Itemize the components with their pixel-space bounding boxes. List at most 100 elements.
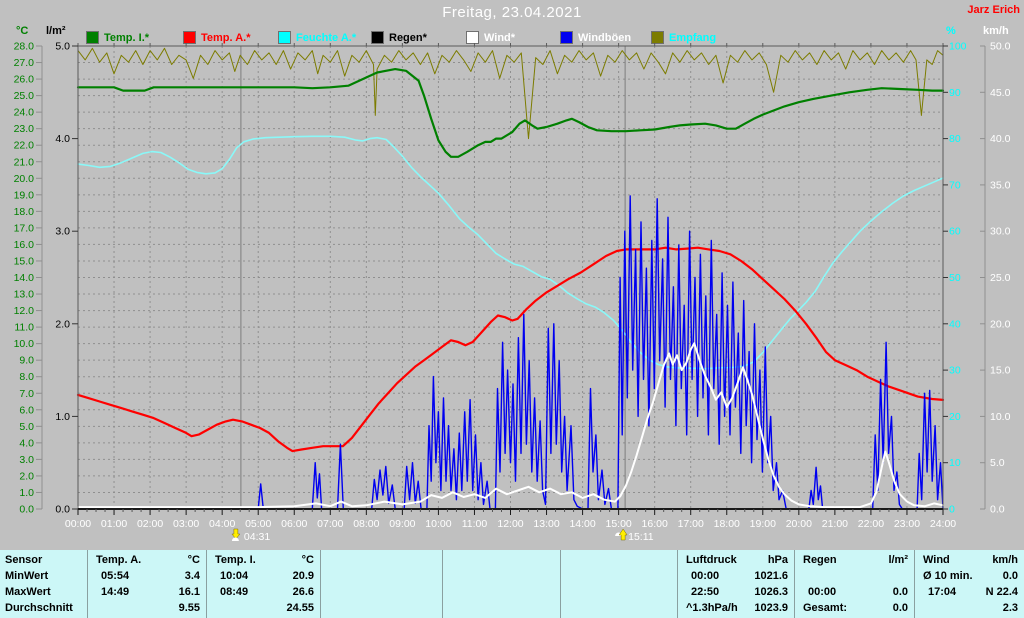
table-cell-empty-2-1-label — [443, 585, 451, 601]
table-row — [321, 569, 442, 585]
axis-tick-label: 12.0 — [14, 305, 35, 317]
table-rowlabel-0: Sensor — [5, 554, 43, 566]
table-row: 14:49 16.1 — [88, 585, 206, 601]
table-header-row: Regen l/m² — [795, 553, 914, 569]
axis-tick-label: 15.0 — [14, 255, 35, 267]
axis-tick-label: 20.0 — [990, 318, 1011, 330]
axis-tick-label: 100 — [949, 41, 967, 53]
axis-tick-label: 3.0 — [19, 454, 34, 466]
table-header-row — [321, 553, 442, 569]
axis-tick-label: 28.0 — [14, 41, 35, 53]
table-col-luftdruck: Luftdruck hPa 00:00 1021.6 22:50 1026.3 ^1.3hP… — [677, 550, 794, 618]
table-row — [321, 585, 442, 601]
axis-tick-label: 8.0 — [19, 371, 34, 383]
table-row — [561, 585, 677, 601]
axis-tick-label: 22:00 — [858, 518, 884, 530]
table-header-row: Luftdruck hPa — [678, 553, 794, 569]
axis-tick-label: 01:00 — [101, 518, 127, 530]
axis-tick-label: 1.0 — [55, 411, 70, 423]
axis-tick-label: 15:00 — [605, 518, 631, 530]
axis-tick-label: 08:00 — [353, 518, 379, 530]
page-title: Freitag, 23.04.2021 — [442, 4, 582, 21]
table-header-temp-i: Temp. I. — [215, 554, 256, 566]
legend-label-feuchte-a: Feuchte A.* — [296, 31, 357, 44]
axis-tick-label: 30 — [949, 365, 961, 377]
table-cell-temp-a-0-label: 05:54 — [101, 570, 130, 582]
legend-swatch-wind — [466, 31, 479, 44]
axis-tick-label: 10.0 — [14, 338, 35, 350]
table-cell-empty-3-1-label — [561, 585, 569, 601]
table-cell-temp-a-1-label: 14:49 — [101, 586, 130, 598]
table-row: Ø 10 min. 0.0 — [915, 569, 1024, 585]
author-label: Jarz Erich — [967, 4, 1020, 16]
axis-tick-label: 06:00 — [281, 518, 307, 530]
axis-tick-label: 24:00 — [930, 518, 956, 530]
table-cell-empty-2-0-label — [443, 569, 451, 585]
legend-item-regen: Regen* — [371, 31, 427, 44]
chart-legend: Temp. I.* Temp. A.* Feuchte A.* Regen* Wind*… — [0, 31, 1024, 47]
table-rowlabel-1: MinWert — [5, 570, 49, 582]
axis-tick-label: 25.0 — [990, 272, 1011, 284]
axis-tick-label: 2.0 — [55, 318, 70, 330]
table-cell-luftdruck-0-value: 1021.6 — [754, 570, 788, 582]
table-row: 2.3 — [915, 601, 1024, 617]
axis-tick-label: 20.0 — [14, 173, 35, 185]
table-col-empty-3 — [560, 550, 677, 618]
axis-tick-label: 07:00 — [317, 518, 343, 530]
legend-item-windboeen: Windböen — [560, 31, 631, 44]
table-row-label: MinWert — [0, 569, 87, 585]
table-cell-wind-2-value: 2.3 — [1002, 602, 1018, 614]
table-header-empty-3 — [561, 553, 569, 569]
axis-tick-label: 35.0 — [990, 179, 1011, 191]
table-header-empty-1 — [321, 553, 329, 569]
marker-time-moonset: 04:31 — [244, 531, 270, 543]
axis-tick-label: 10.0 — [990, 411, 1011, 423]
table-header-row: Wind km/h — [915, 553, 1024, 569]
table-cell-regen-0-label — [795, 569, 803, 585]
table-row: Gesamt: 0.0 — [795, 601, 914, 617]
table-header-regen: Regen — [803, 554, 837, 566]
table-cell-regen-1-value: 0.0 — [892, 586, 908, 598]
series-wind — [77, 342, 944, 509]
axis-tick-label: 0.0 — [990, 504, 1005, 516]
table-row — [321, 601, 442, 617]
axis-unit-percent: % — [946, 25, 956, 37]
table-cell-wind-1-label: 17:04 — [928, 586, 957, 598]
table-cell-temp-i-0-value: 20.9 — [292, 570, 314, 582]
table-cell-temp-a-0-value: 3.4 — [184, 570, 200, 582]
table-col-empty-2 — [442, 550, 560, 618]
axis-tick-label: 19.0 — [14, 189, 35, 201]
axis-tick-label: 16:00 — [642, 518, 668, 530]
axis-tick-label: 2.0 — [19, 470, 34, 482]
axis-tick-label: 23:00 — [894, 518, 920, 530]
axis-tick-label: 50.0 — [990, 41, 1011, 53]
legend-swatch-windboeen — [560, 31, 573, 44]
legend-item-temp-i: Temp. I.* — [86, 31, 149, 44]
table-cell-temp-a-2-label — [88, 601, 96, 617]
legend-item-wind: Wind* — [466, 31, 515, 44]
table-cell-wind-1-value: N 22.4 — [985, 586, 1018, 598]
table-cell-luftdruck-1-value: 1026.3 — [754, 586, 788, 598]
table-cell-temp-a-2-value: 9.55 — [178, 602, 200, 614]
table-row: 00:00 1021.6 — [678, 569, 794, 585]
table-row — [443, 569, 560, 585]
axis-tick-label: 14.0 — [14, 272, 35, 284]
table-rowlabel-3: Durchschnitt — [5, 602, 73, 614]
legend-label-temp-a: Temp. A.* — [201, 31, 251, 44]
stats-table: Sensor MinWert MaxWert Durchschnitt Temp. A.… — [0, 550, 1024, 618]
moonset-marker-icon — [231, 528, 241, 540]
axis-tick-label: 45.0 — [990, 87, 1011, 99]
axis-tick-label: 40.0 — [990, 133, 1011, 145]
table-cell-temp-i-1-label: 08:49 — [220, 586, 249, 598]
axis-tick-label: 0.0 — [19, 504, 34, 516]
table-cell-luftdruck-2-value: 1023.9 — [754, 602, 788, 614]
axis-tick-label: 5.0 — [19, 421, 34, 433]
axis-tick-label: 05:00 — [245, 518, 271, 530]
table-cell-empty-3-0-label — [561, 569, 569, 585]
table-cell-empty-2-2-label — [443, 601, 451, 617]
marker-time-moonrise: 15:11 — [628, 531, 654, 543]
axis-tick-label: 20:00 — [786, 518, 812, 530]
table-col-regen: Regen l/m² 00:00 0.0 Gesamt: 0.0 — [794, 550, 914, 618]
table-cell-luftdruck-2-label: ^1.3hPa/h — [686, 602, 738, 614]
